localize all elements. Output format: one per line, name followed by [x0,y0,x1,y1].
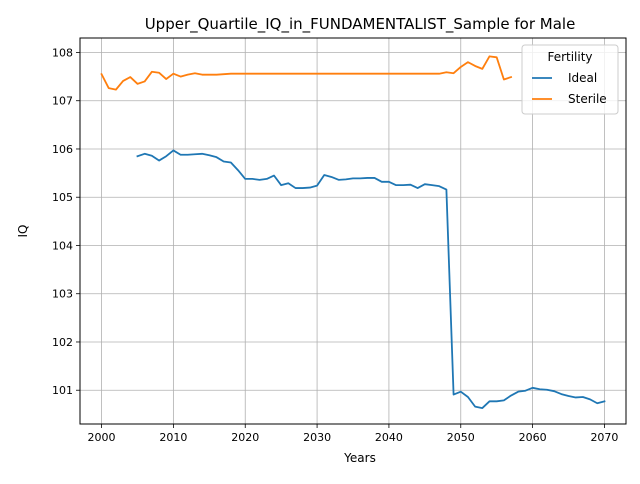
y-tick-label: 103 [52,288,73,301]
chart-title: Upper_Quartile_IQ_in_FUNDAMENTALIST_Samp… [145,15,576,34]
series-line-sterile [100,55,513,91]
y-tick-label: 107 [52,95,73,108]
series-lines [100,55,606,409]
x-tick-label: 2020 [231,431,259,444]
x-axis-label: Years [343,451,376,465]
y-tick-label: 104 [52,239,73,252]
x-tick-label: 2040 [375,431,403,444]
x-tick-label: 2070 [590,431,618,444]
legend-label-sterile: Sterile [568,92,607,106]
legend-box [521,44,619,115]
x-axis-ticks: 2000 2010 2020 2030 2040 2050 2060 2070 [88,424,618,444]
x-tick-label: 2010 [159,431,187,444]
y-axis-label: IQ [16,225,30,238]
x-tick-label: 2030 [303,431,331,444]
series-line-ideal [136,149,606,409]
x-tick-label: 2060 [519,431,547,444]
y-tick-label: 106 [52,143,73,156]
y-tick-label: 108 [52,46,73,59]
legend-label-ideal: Ideal [568,71,597,85]
y-axis-ticks: 101 102 103 104 105 106 107 108 [52,46,80,397]
plot-area-frame [79,37,627,425]
y-tick-label: 102 [52,336,73,349]
x-tick-label: 2000 [88,431,116,444]
legend: Fertility Ideal Sterile [521,44,619,115]
legend-title: Fertility [547,50,592,64]
y-tick-label: 101 [52,384,73,397]
x-tick-label: 2050 [447,431,475,444]
y-tick-label: 105 [52,191,73,204]
